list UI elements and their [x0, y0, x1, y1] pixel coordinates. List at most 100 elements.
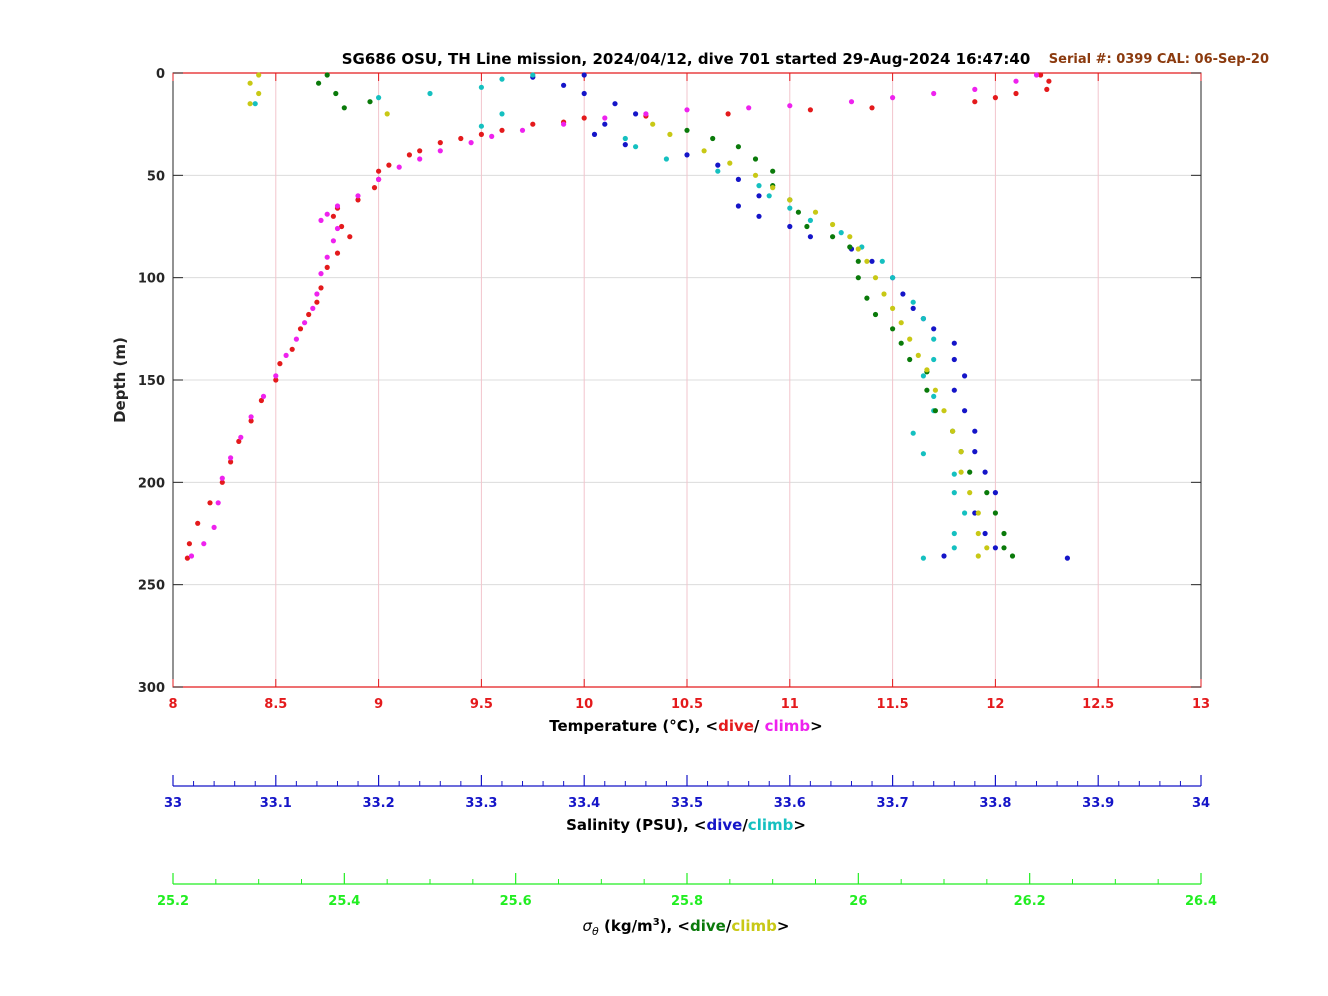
salinity-tick-label: 33.6: [774, 796, 806, 811]
data-point: [710, 135, 716, 142]
data-point: [766, 193, 772, 199]
temp-tick-label: 9.5: [470, 697, 493, 712]
temp-tick-label: 8: [168, 697, 177, 712]
data-point: [838, 230, 844, 236]
data-point: [633, 111, 639, 117]
data-point: [975, 530, 981, 537]
salinity-tick-label: 33.2: [363, 796, 395, 811]
data-point: [752, 172, 759, 178]
data-point: [972, 449, 978, 455]
temp-tick-label: 13: [1192, 697, 1210, 712]
data-point: [920, 451, 927, 457]
data-point: [499, 111, 505, 117]
data-point: [318, 285, 324, 291]
y-tick-label: 50: [147, 169, 165, 184]
data-point: [622, 142, 628, 148]
data-point: [962, 408, 968, 414]
data-point: [684, 152, 690, 158]
data-point: [519, 127, 526, 133]
density-tick-label: 25.4: [328, 894, 360, 909]
salinity-axis-label: Salinity (PSU), <dive/climb>: [566, 816, 806, 834]
data-point: [807, 234, 814, 240]
data-point: [293, 336, 299, 342]
data-point: [984, 490, 990, 496]
data-point: [384, 111, 390, 117]
salinity-series: [530, 72, 1070, 561]
data-point: [715, 162, 721, 168]
data-point: [910, 305, 916, 311]
density-tick-label: 25.2: [157, 894, 189, 909]
data-point: [302, 320, 308, 326]
data-point: [881, 291, 887, 297]
data-point: [898, 320, 904, 326]
temperature-series: [188, 72, 1040, 559]
data-point: [1013, 90, 1019, 97]
data-point: [1044, 86, 1050, 92]
salinity-tick-label: 33.8: [979, 796, 1011, 811]
data-point: [489, 133, 495, 139]
data-point: [530, 72, 536, 78]
data-point: [355, 193, 361, 199]
density-label-suffix: >: [777, 917, 790, 935]
data-point: [247, 80, 253, 86]
depth-axis: 0 50 100 150 200 250 300: [138, 67, 1201, 696]
data-point: [499, 127, 505, 133]
data-point: [355, 197, 361, 203]
data-point: [807, 107, 814, 113]
data-point: [228, 455, 234, 461]
data-point: [437, 148, 443, 154]
data-point: [951, 490, 957, 496]
data-point: [186, 541, 192, 547]
density-label-units-pre: (kg/m: [599, 917, 653, 935]
data-point: [581, 72, 587, 78]
density-tick-label: 26.4: [1185, 894, 1217, 909]
temp-tick-label: 9: [374, 697, 383, 712]
salinity-tick-label: 33.5: [671, 796, 703, 811]
data-point: [787, 197, 793, 203]
data-point: [855, 258, 861, 264]
data-point: [201, 541, 207, 547]
data-point: [184, 555, 190, 561]
data-point: [310, 305, 316, 311]
data-point: [715, 168, 721, 174]
data-points: [184, 72, 1070, 561]
y-tick-label: 300: [138, 681, 165, 696]
data-point: [725, 111, 731, 117]
data-point: [207, 500, 213, 506]
salinity-label-suffix: >: [793, 816, 806, 834]
temp-tick-label: 12: [986, 697, 1004, 712]
data-point: [900, 291, 906, 297]
data-point: [972, 428, 978, 434]
data-point: [910, 299, 916, 305]
temperature-axis-label: Temperature (°C), <dive/ climb>: [549, 717, 823, 735]
data-point: [812, 209, 819, 215]
data-point: [864, 295, 870, 301]
data-point: [219, 479, 225, 485]
data-point: [236, 438, 242, 444]
temperature-label-suffix: >: [810, 717, 823, 735]
data-point: [787, 205, 793, 211]
data-point: [367, 99, 373, 105]
data-point: [499, 76, 505, 82]
data-point: [807, 217, 814, 223]
data-point: [256, 90, 262, 97]
data-point: [258, 397, 264, 404]
data-point: [530, 121, 536, 127]
data-point: [890, 326, 896, 332]
data-point: [931, 326, 937, 332]
salinity-label-sep: /: [742, 816, 748, 834]
data-point: [376, 95, 382, 101]
data-point: [314, 299, 320, 305]
data-point: [735, 176, 742, 182]
y-tick-label: 200: [138, 476, 165, 491]
data-point: [931, 356, 937, 363]
data-point: [879, 258, 885, 264]
y-tick-label: 100: [138, 272, 165, 287]
data-point: [1009, 553, 1016, 559]
data-point: [289, 346, 295, 352]
data-point: [941, 553, 947, 559]
data-point: [561, 82, 567, 88]
data-point: [864, 258, 870, 264]
density-label-sep: /: [726, 917, 732, 935]
salinity-tick-label: 33.4: [568, 796, 600, 811]
